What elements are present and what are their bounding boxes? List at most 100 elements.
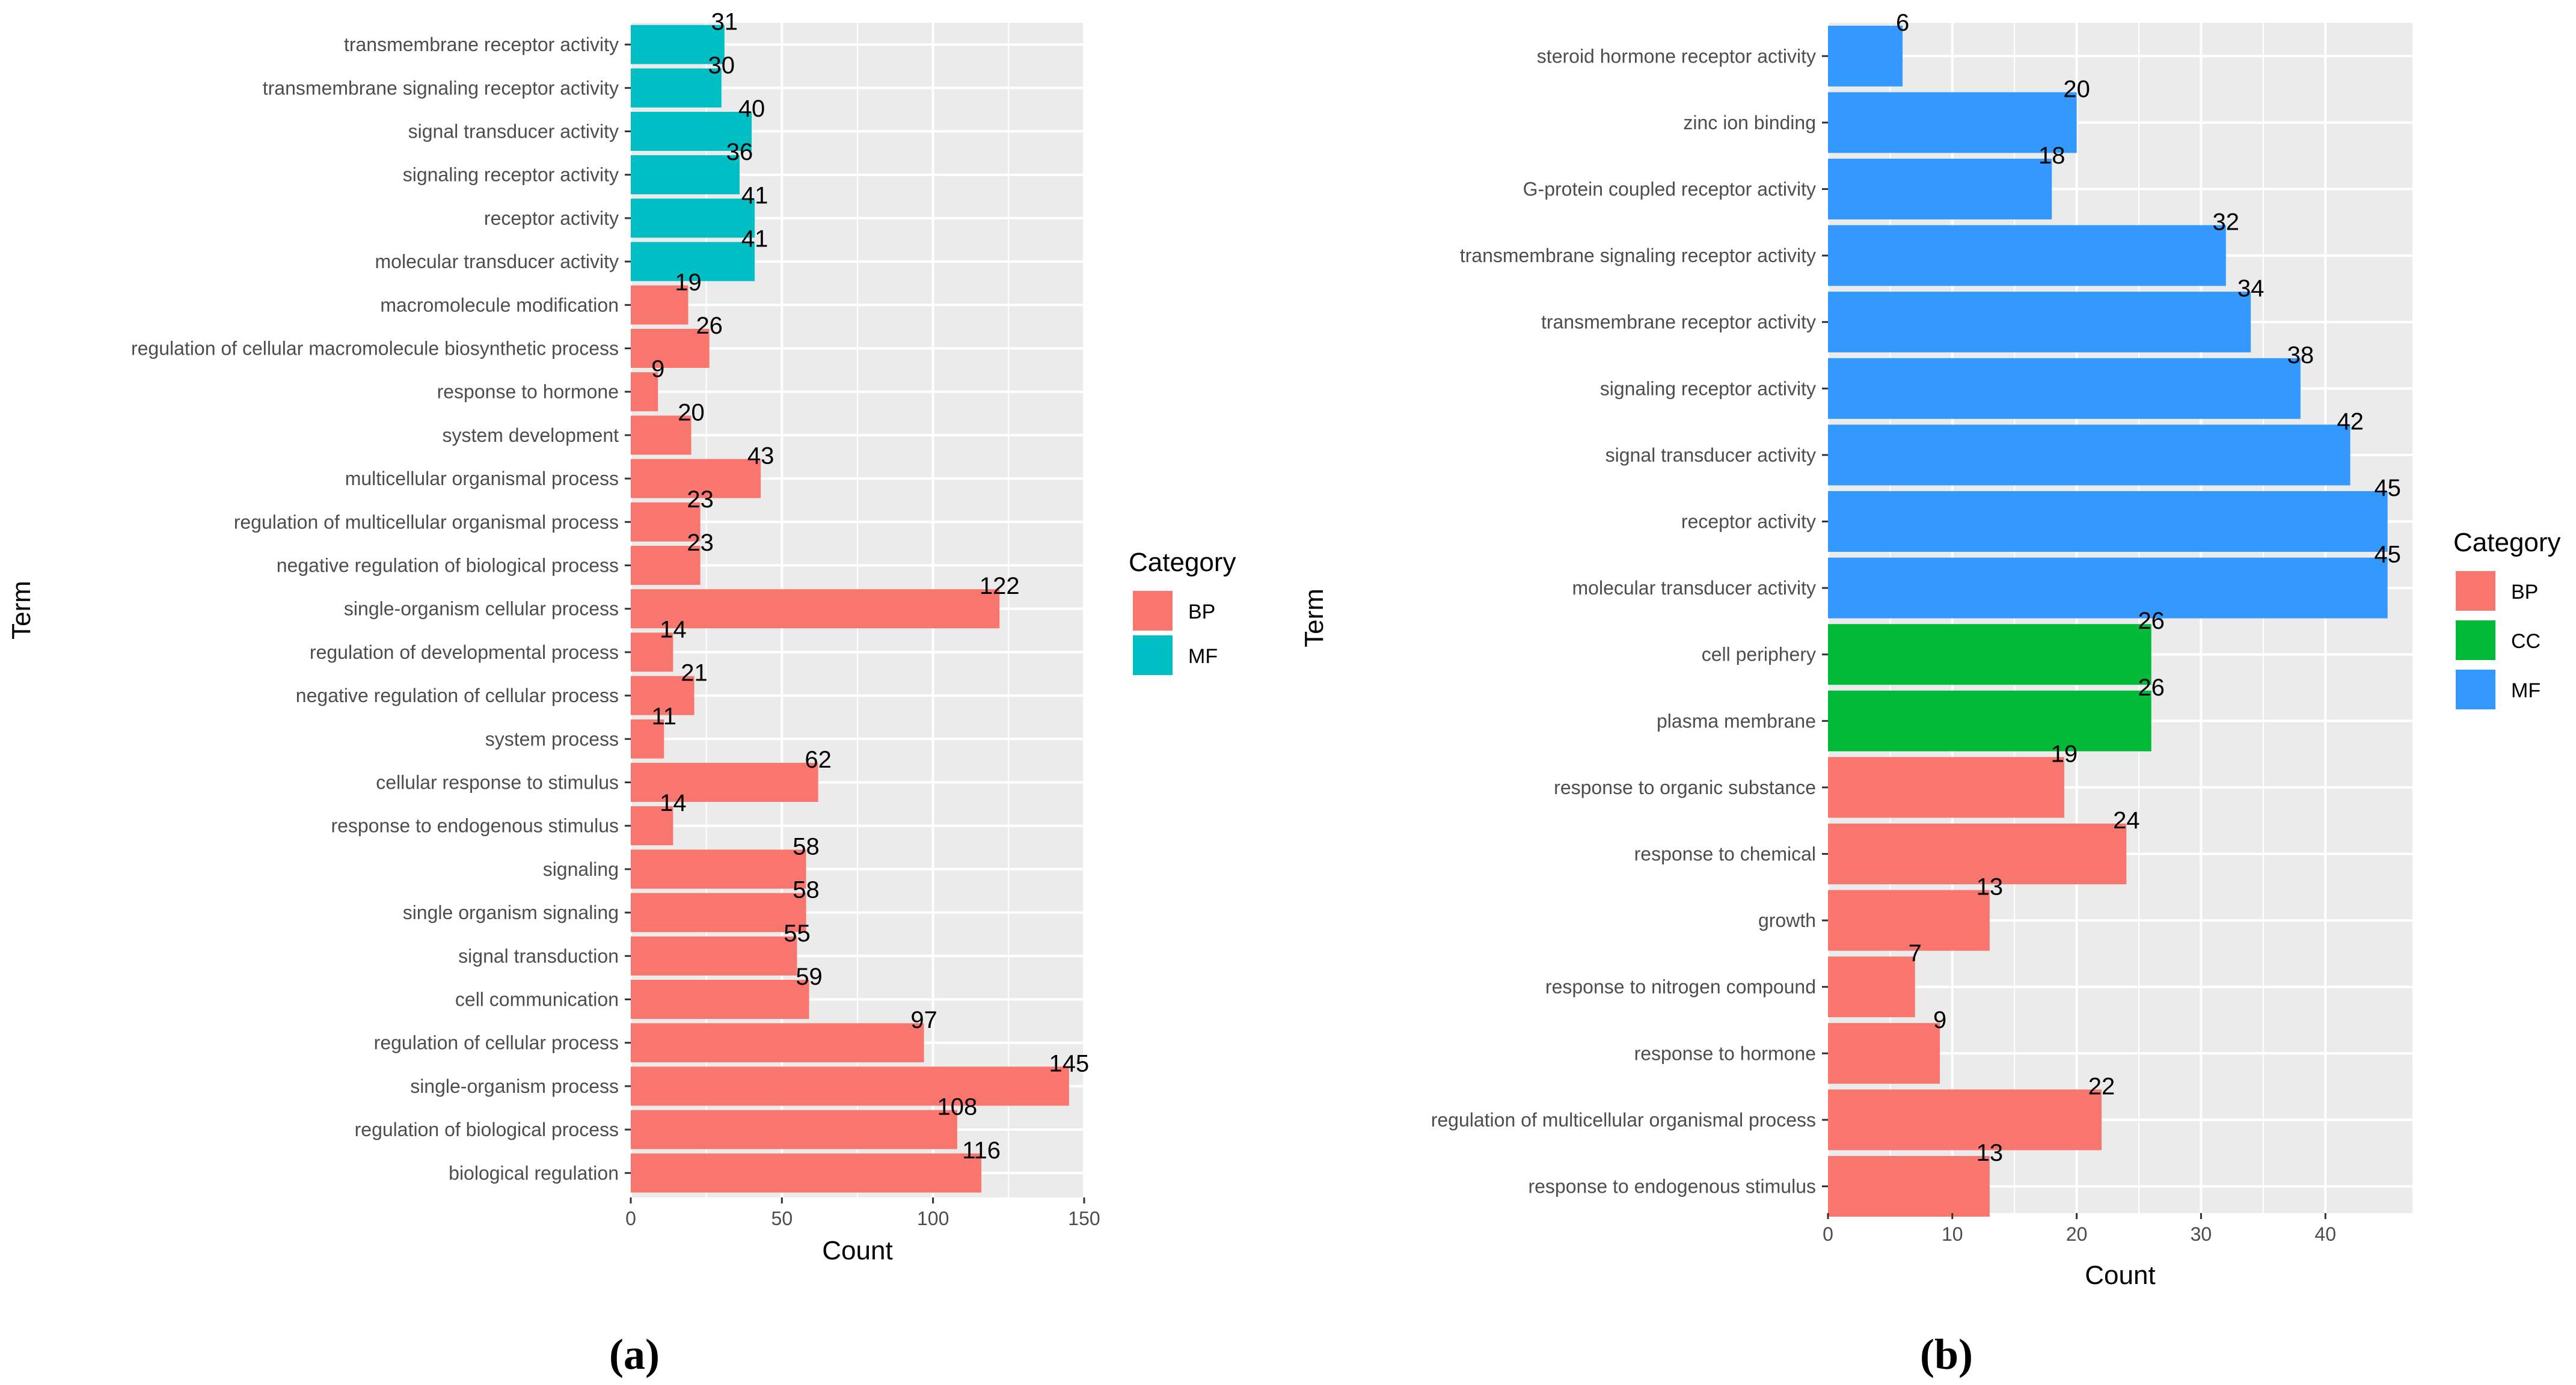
data-label: 26 — [696, 313, 723, 339]
y-axis-title: Term — [7, 581, 36, 640]
bar — [631, 589, 1000, 629]
data-label: 7 — [1909, 940, 1922, 967]
y-tick-label: cell communication — [455, 989, 619, 1010]
data-label: 32 — [2213, 209, 2240, 236]
data-label: 42 — [2337, 408, 2364, 435]
bar — [631, 459, 761, 498]
bar — [1828, 424, 2351, 486]
bar — [1828, 956, 1915, 1018]
bar — [1828, 25, 1903, 87]
y-tick-label: receptor activity — [484, 207, 619, 229]
bar — [631, 893, 806, 932]
data-label: 9 — [651, 356, 664, 382]
bar — [1828, 557, 2388, 619]
legend-swatch — [2456, 670, 2495, 709]
y-tick-label: signal transduction — [458, 945, 619, 967]
y-tick-label: transmembrane receptor activity — [1541, 311, 1816, 333]
legend-swatch — [2456, 571, 2495, 611]
y-tick-label: response to chemical — [1634, 843, 1816, 865]
data-label: 58 — [793, 877, 820, 903]
data-label: 122 — [980, 573, 1020, 599]
data-label: 11 — [652, 703, 677, 730]
data-label: 26 — [2138, 608, 2165, 634]
data-label: 23 — [687, 486, 714, 513]
legend-label: CC — [2511, 630, 2541, 653]
legend-title: Category — [1129, 548, 1236, 577]
bar — [631, 1153, 982, 1193]
data-label: 45 — [2374, 542, 2401, 568]
y-tick-label: regulation of multicellular organismal p… — [234, 511, 619, 533]
x-tick-label: 100 — [917, 1208, 949, 1229]
y-tick-label: negative regulation of cellular process — [296, 685, 619, 706]
bar — [631, 980, 809, 1019]
data-label: 24 — [2113, 807, 2140, 834]
chart-b: 6 20 18 32 34 38 42 45 45 26 26 19 24 13 7 9 22 13 steroid… — [1299, 10, 2561, 1378]
y-tick-label: steroid hormone receptor activity — [1537, 45, 1816, 67]
panel-label: (a) — [609, 1330, 660, 1378]
panel-label: (b) — [1920, 1330, 1973, 1378]
data-label: 22 — [2088, 1073, 2115, 1099]
bar — [1828, 491, 2388, 552]
y-tick-label: molecular transducer activity — [1572, 577, 1816, 599]
y-tick-label: plasma membrane — [1657, 710, 1816, 732]
y-axis-title: Term — [1299, 589, 1329, 647]
data-label: 145 — [1049, 1050, 1089, 1077]
y-tick-label: system development — [443, 424, 619, 446]
data-label: 38 — [2287, 342, 2314, 368]
y-tick-label: response to nitrogen compound — [1545, 976, 1816, 998]
y-tick-label: response to endogenous stimulus — [331, 815, 619, 837]
y-tick-label: single-organism cellular process — [344, 598, 619, 620]
data-label: 59 — [796, 964, 823, 990]
legend-swatch — [2456, 620, 2495, 660]
data-label: 41 — [741, 226, 768, 252]
bar — [631, 1110, 957, 1149]
legend-label: MF — [1188, 645, 1218, 668]
y-tick-label: regulation of cellular macromolecule bio… — [131, 338, 619, 359]
bar — [1828, 1156, 1990, 1217]
bar — [631, 285, 688, 325]
legend-label: MF — [2511, 679, 2541, 702]
bar — [631, 415, 692, 455]
data-label: 55 — [784, 920, 811, 947]
data-label: 36 — [726, 139, 753, 165]
y-tick-label: transmembrane receptor activity — [344, 34, 619, 55]
y-tick-label: response to organic substance — [1554, 777, 1816, 798]
data-label: 40 — [738, 96, 765, 122]
x-tick-label: 0 — [625, 1208, 636, 1229]
bar — [631, 676, 695, 715]
bar — [631, 936, 797, 976]
bar — [1828, 225, 2226, 286]
bar — [1828, 358, 2301, 419]
bar — [1828, 292, 2251, 353]
data-label: 30 — [708, 52, 735, 79]
bar — [631, 546, 701, 585]
y-tick-label: regulation of multicellular organismal p… — [1431, 1109, 1816, 1131]
y-tick-label: response to hormone — [437, 381, 619, 403]
data-label: 43 — [747, 443, 774, 469]
y-tick-label: response to hormone — [1634, 1042, 1816, 1064]
y-tick-label: receptor activity — [1681, 511, 1816, 533]
data-label: 58 — [793, 833, 820, 860]
legend-swatch — [1133, 635, 1173, 675]
bar — [631, 763, 818, 802]
bar — [631, 806, 673, 846]
bar — [1828, 690, 2151, 751]
bar — [631, 198, 755, 238]
data-label: 34 — [2237, 275, 2265, 302]
y-tick-label: cellular response to stimulus — [376, 772, 619, 793]
y-tick-label: biological regulation — [449, 1162, 619, 1184]
y-tick-label: negative regulation of biological proces… — [277, 555, 619, 576]
data-label: 26 — [2138, 674, 2165, 701]
legend-label: BP — [2511, 581, 2538, 604]
x-tick-label: 20 — [2066, 1223, 2088, 1245]
data-label: 97 — [910, 1007, 937, 1033]
data-label: 45 — [2374, 475, 2401, 501]
bar — [631, 329, 710, 368]
data-label: 14 — [660, 790, 687, 816]
bar — [631, 1023, 924, 1063]
bar — [631, 849, 806, 889]
data-label: 23 — [687, 530, 714, 556]
y-tick-label: response to endogenous stimulus — [1528, 1176, 1816, 1197]
y-tick-label: regulation of cellular process — [374, 1032, 619, 1054]
